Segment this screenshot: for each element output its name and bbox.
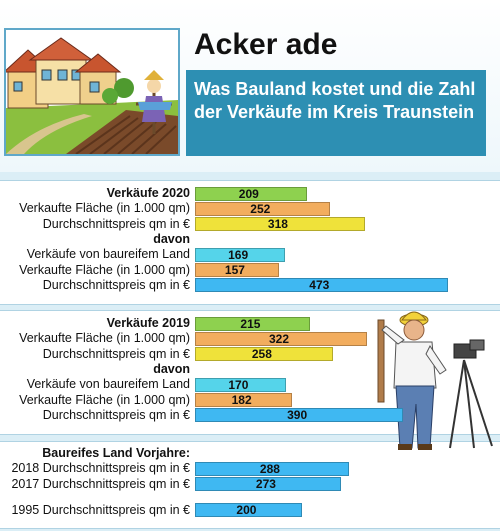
- bar: [195, 201, 330, 216]
- bar: [195, 461, 349, 476]
- bar-value-label: 169: [228, 247, 249, 262]
- bar: [195, 316, 310, 331]
- row-label: Verkäufe 2019: [106, 316, 190, 330]
- bar-value-label: 200: [236, 503, 257, 518]
- row-label: Durchschnittspreis qm in €: [42, 407, 190, 422]
- row-label: Durchschnittspreis qm in €: [42, 216, 190, 231]
- row-label: Verkäufe von baureifem Land: [26, 247, 190, 262]
- row-label: 1995 Durchschnittspreis qm in €: [11, 502, 190, 517]
- bar: [195, 477, 341, 492]
- bar: [195, 503, 302, 518]
- bar: [195, 408, 404, 423]
- bar-value-label: 258: [251, 347, 272, 362]
- bar: [195, 263, 279, 277]
- row-label: 2017 Durchschnittspreis qm in €: [11, 476, 190, 491]
- bar-value-label: 182: [231, 393, 252, 407]
- row-label: Verkaufte Fläche (in 1.000 qm): [19, 262, 190, 277]
- header: Acker ade Was Bauland kostet und die Zah…: [0, 0, 500, 172]
- bar-value-label: 322: [268, 331, 289, 346]
- bar: [195, 347, 333, 362]
- bar: [195, 377, 286, 392]
- bar-value-label: 252: [250, 201, 271, 216]
- row-label: Durchschnittspreis qm in €: [42, 277, 190, 292]
- bar: [195, 217, 365, 232]
- row-label: Durchschnittspreis qm in €: [42, 346, 190, 361]
- row-label: Verkäufe 2020: [106, 186, 190, 200]
- row-label: davon: [153, 361, 190, 376]
- bar-value-label: 170: [228, 377, 249, 392]
- subtitle: Was Bauland kostet und die Zahl der Verk…: [194, 79, 476, 122]
- bar-value-label: 288: [259, 461, 280, 476]
- row-label: davon: [153, 231, 190, 246]
- bar: [195, 186, 307, 201]
- subtitle-box: Was Bauland kostet und die Zahl der Verk…: [186, 70, 486, 156]
- bar: [195, 393, 293, 407]
- surveyor-worker-illustration: [370, 300, 500, 450]
- bar: [195, 247, 286, 262]
- bar-value-label: 215: [240, 316, 261, 331]
- bar-value-label: 209: [238, 186, 259, 201]
- farm-house-illustration: [4, 28, 180, 156]
- bar-value-label: 390: [287, 408, 308, 423]
- row-label: Baureifes Land Vorjahre:: [42, 446, 190, 460]
- row-label: Verkäufe von baureifem Land: [26, 377, 190, 392]
- bar-value-label: 473: [309, 278, 330, 293]
- row-label: Verkaufte Fläche (in 1.000 qm): [19, 392, 190, 407]
- row-label: Verkaufte Fläche (in 1.000 qm): [19, 201, 190, 216]
- bar-value-label: 157: [224, 263, 245, 277]
- bar: [195, 331, 367, 346]
- bar-value-label: 273: [255, 477, 276, 492]
- bar-value-label: 318: [267, 217, 288, 232]
- row-label: 2018 Durchschnittspreis qm in €: [11, 461, 190, 476]
- bar: [195, 278, 448, 293]
- row-label: Verkaufte Fläche (in 1.000 qm): [19, 331, 190, 346]
- page-title: Acker ade: [194, 28, 338, 61]
